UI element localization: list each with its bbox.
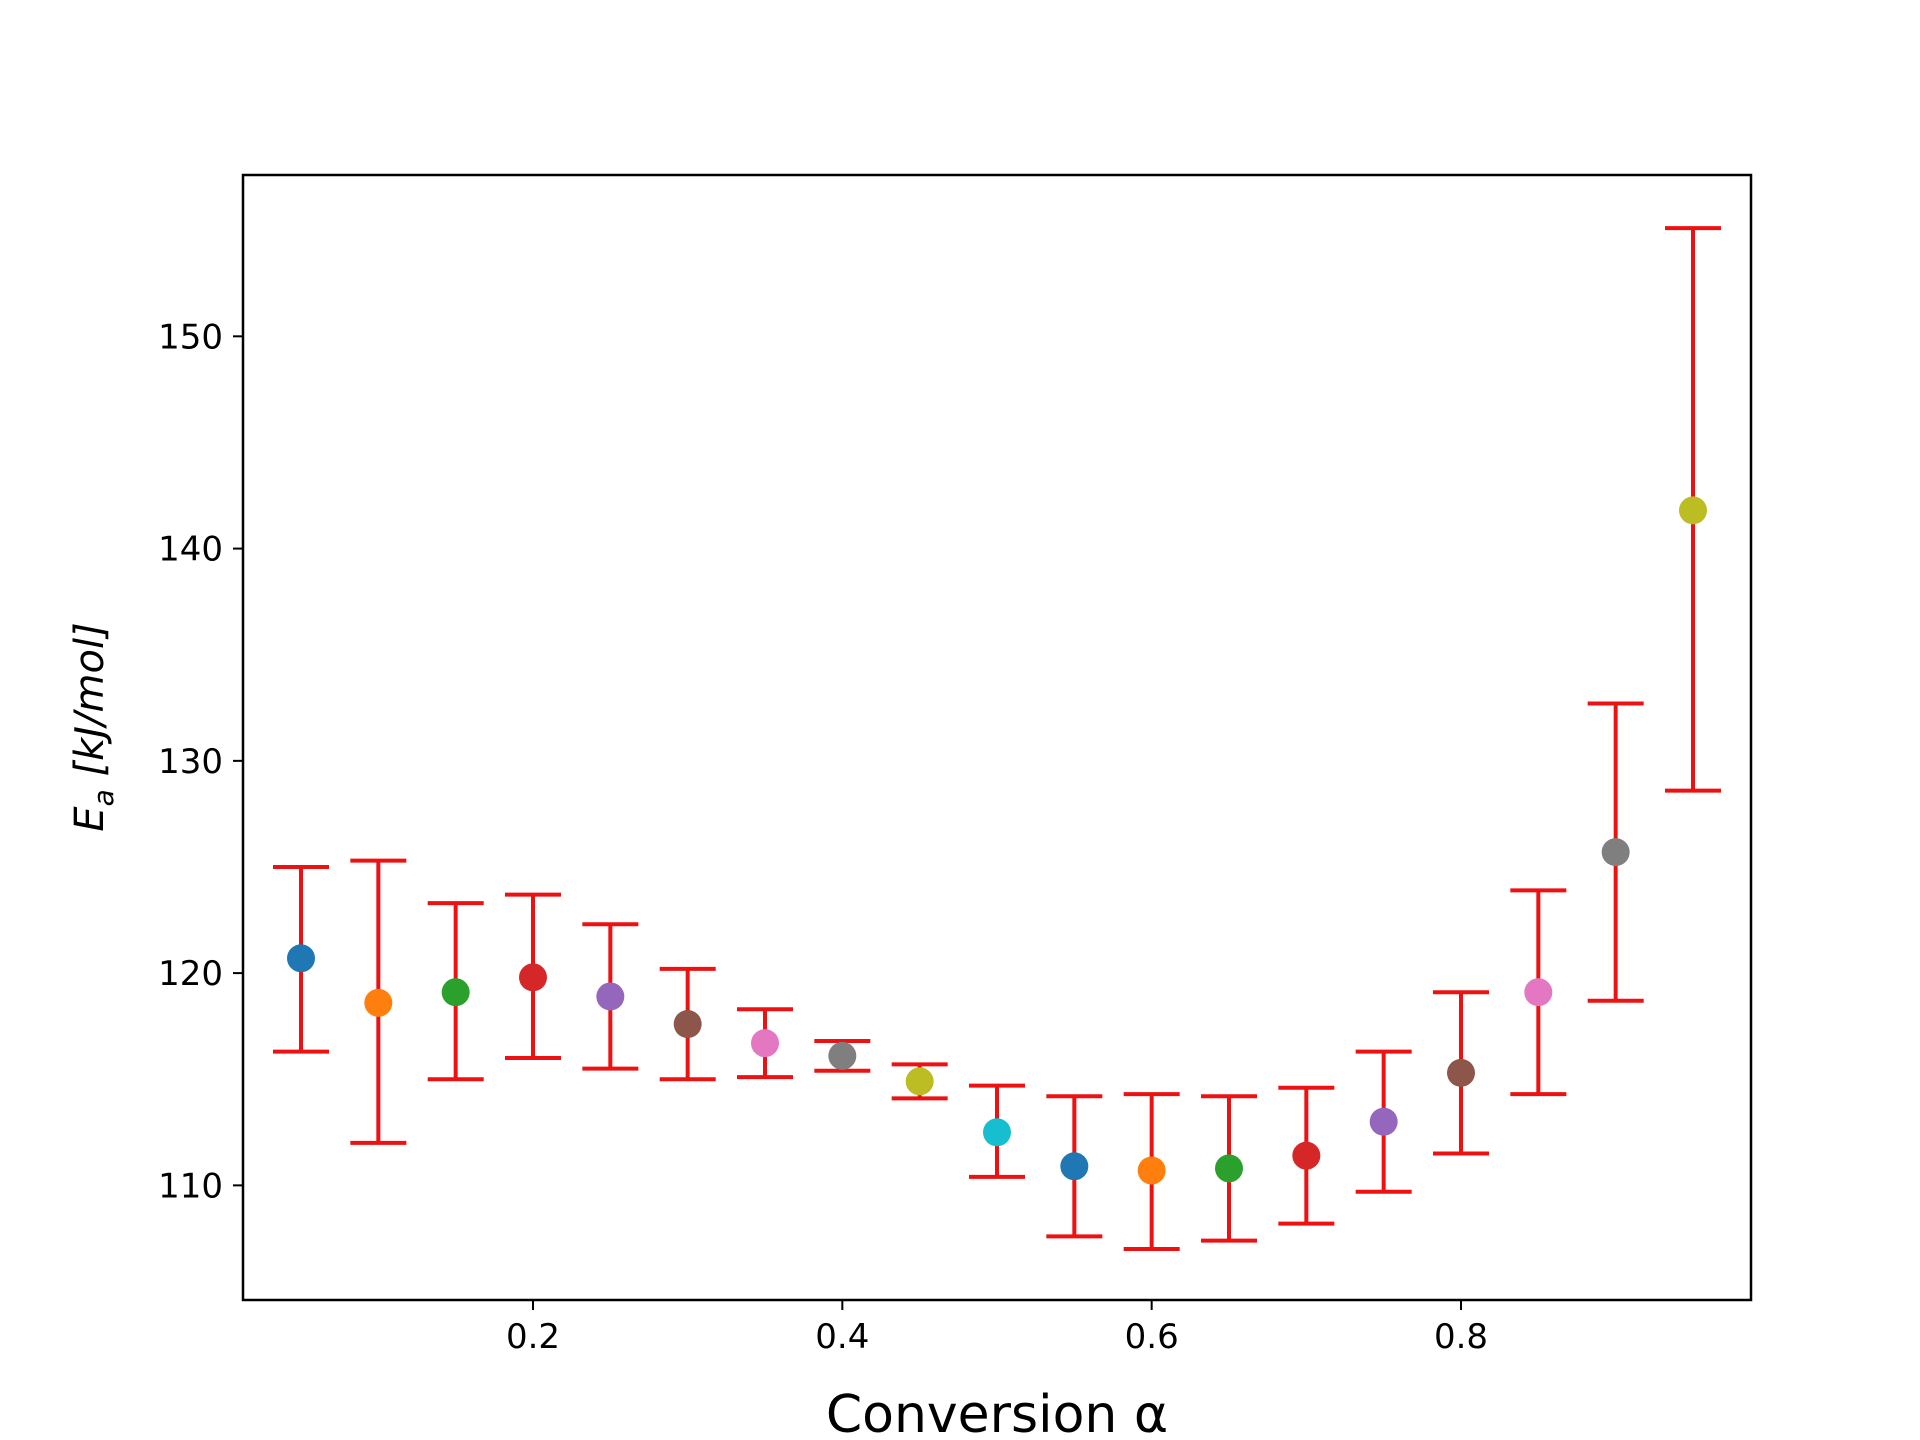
y-tick-label: 140	[158, 530, 223, 570]
x-tick-label: 0.4	[815, 1317, 869, 1357]
data-point	[1292, 1141, 1321, 1170]
y-axis-label: Ea [kJ/mol]	[67, 622, 120, 831]
y-tick-label: 110	[158, 1166, 223, 1206]
data-point	[1369, 1107, 1398, 1136]
data-point	[596, 982, 625, 1011]
data-point	[828, 1041, 857, 1070]
data-point	[1215, 1154, 1243, 1183]
data-point	[751, 1029, 779, 1058]
data-point	[1137, 1156, 1166, 1185]
y-axis-label-unit: [kJ/mol]	[67, 622, 113, 789]
data-point	[1060, 1152, 1089, 1181]
x-tick-label: 0.6	[1125, 1317, 1179, 1357]
y-axis-label-subscript: a	[87, 789, 120, 806]
data-point	[519, 963, 547, 992]
x-axis-label: Conversion α	[826, 1385, 1168, 1440]
data-point	[1447, 1058, 1475, 1087]
x-axis-ticks: 0.2 0.4 0.6 0.8	[506, 1300, 1488, 1357]
point-group	[287, 496, 1707, 1185]
y-axis-ticks: 110 120 130 140 150	[158, 317, 243, 1206]
y-tick-label: 120	[158, 954, 223, 994]
data-point	[441, 978, 470, 1007]
x-tick-label: 0.2	[506, 1317, 560, 1357]
y-axis-label-main: E	[67, 806, 113, 832]
y-tick-label: 130	[158, 742, 223, 782]
data-point	[287, 944, 315, 973]
y-tick-label: 150	[158, 317, 223, 357]
data-point	[1524, 978, 1553, 1007]
data-point	[673, 1010, 702, 1039]
data-point	[983, 1118, 1011, 1147]
x-tick-label: 0.8	[1434, 1317, 1488, 1357]
axes-frame	[241, 173, 1753, 1302]
data-point	[1601, 838, 1630, 867]
data-point	[364, 988, 393, 1017]
data-point	[1679, 496, 1707, 525]
data-point	[905, 1067, 934, 1096]
